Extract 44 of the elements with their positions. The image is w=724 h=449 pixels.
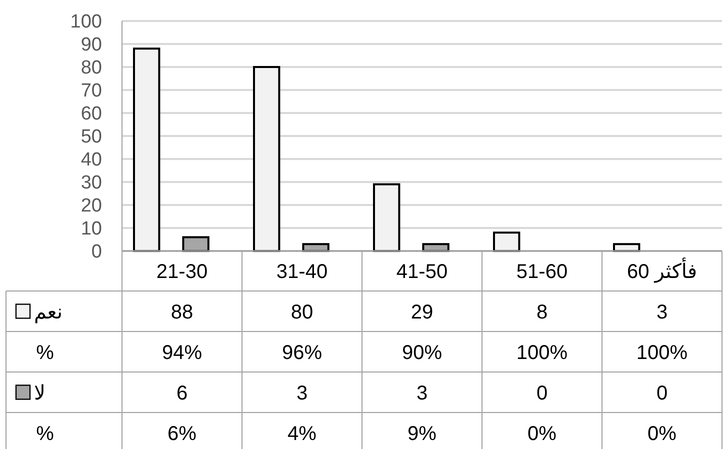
x-tick-label: 51-60	[516, 261, 568, 283]
data-label: 29	[410, 301, 434, 324]
x-tick-label: 31-40	[276, 261, 328, 283]
bar	[493, 232, 520, 252]
y-tick-label: 0	[91, 242, 102, 263]
x-tick-label: 21-30	[156, 261, 208, 283]
text: 100%	[636, 342, 688, 364]
text: 90%	[402, 342, 442, 364]
data-label: 80	[290, 301, 314, 324]
y-tick-label: 50	[80, 126, 102, 148]
data-label: 0	[536, 382, 548, 404]
text: %	[36, 342, 54, 364]
y-tick-label: 90	[80, 34, 102, 56]
text: 96%	[282, 342, 322, 364]
text: %	[36, 422, 54, 445]
y-tick-label: 80	[80, 58, 102, 79]
text: 9%	[408, 422, 437, 445]
data-label: 88	[170, 301, 194, 324]
text: 0%	[648, 422, 677, 445]
text: 6%	[168, 422, 197, 445]
text: 94%	[162, 342, 202, 364]
bar	[373, 183, 400, 252]
data-label: 6	[176, 382, 188, 404]
data-label: 3	[296, 382, 308, 404]
data-label: 0	[656, 382, 668, 404]
data-label: 3	[416, 382, 428, 404]
y-tick-label: 60	[80, 104, 102, 125]
x-tick-label: فأكثر 60	[626, 257, 698, 283]
bar	[133, 48, 160, 252]
text: 100%	[516, 342, 568, 364]
y-tick-label: 20	[80, 196, 102, 217]
x-tick-label: 41-50	[396, 261, 448, 283]
y-tick-label: 30	[80, 172, 102, 194]
y-tick-label: 100	[70, 12, 102, 33]
y-tick-label: 40	[80, 150, 102, 171]
y-tick-label: 70	[80, 80, 102, 102]
text: 4%	[288, 422, 317, 445]
legend-label: نعم	[34, 301, 63, 324]
bar	[253, 66, 280, 252]
legend-label: لا	[34, 382, 46, 404]
y-tick-label: 10	[80, 218, 102, 240]
data-label: 8	[536, 301, 548, 324]
data-label: 3	[656, 301, 668, 324]
text: 0%	[528, 422, 557, 445]
